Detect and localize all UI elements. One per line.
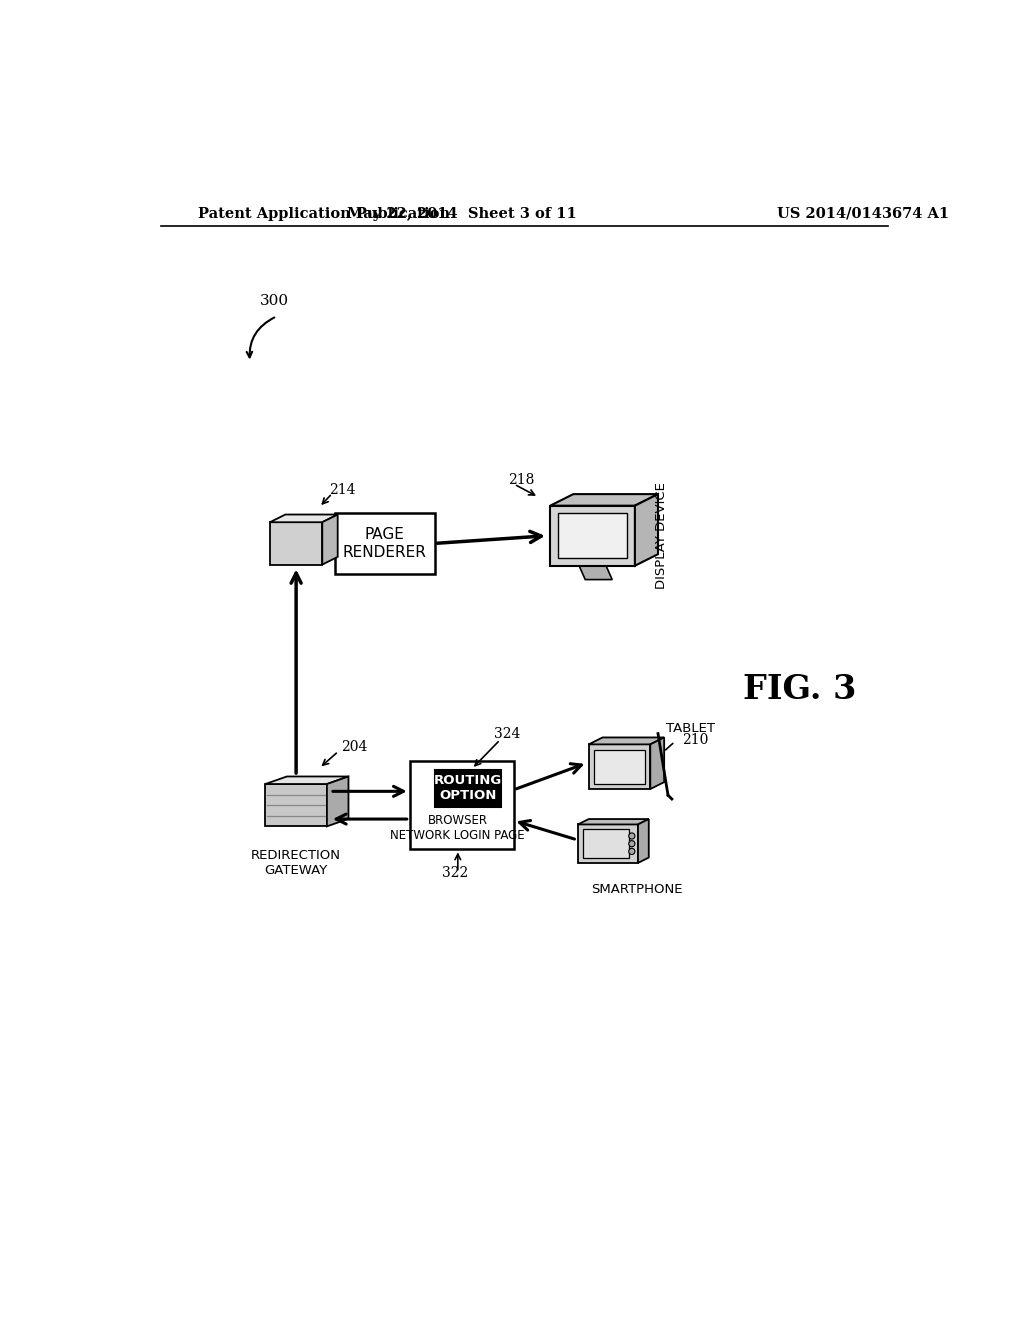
Text: 214: 214 xyxy=(330,483,355,496)
Text: BROWSER
NETWORK LOGIN PAGE: BROWSER NETWORK LOGIN PAGE xyxy=(390,814,525,842)
Circle shape xyxy=(629,841,635,847)
Polygon shape xyxy=(589,738,665,744)
Polygon shape xyxy=(550,506,635,566)
Text: 218: 218 xyxy=(508,474,535,487)
Bar xyxy=(335,512,435,574)
Text: TABLET: TABLET xyxy=(666,722,715,735)
Text: FIG. 3: FIG. 3 xyxy=(742,673,856,706)
Polygon shape xyxy=(270,515,338,523)
Text: DISPLAY DEVICE: DISPLAY DEVICE xyxy=(655,482,669,589)
Bar xyxy=(435,770,501,807)
Polygon shape xyxy=(578,825,638,863)
Polygon shape xyxy=(327,776,348,826)
Polygon shape xyxy=(550,494,658,506)
Text: May 22, 2014  Sheet 3 of 11: May 22, 2014 Sheet 3 of 11 xyxy=(347,207,577,220)
Polygon shape xyxy=(594,750,645,784)
Circle shape xyxy=(629,833,635,840)
Polygon shape xyxy=(558,513,628,558)
Text: 322: 322 xyxy=(442,866,469,880)
Polygon shape xyxy=(589,744,650,789)
Circle shape xyxy=(629,849,635,854)
Polygon shape xyxy=(578,818,649,825)
Text: 210: 210 xyxy=(682,733,709,747)
Text: US 2014/0143674 A1: US 2014/0143674 A1 xyxy=(777,207,949,220)
Polygon shape xyxy=(323,515,338,565)
Polygon shape xyxy=(650,738,665,789)
Text: 324: 324 xyxy=(494,727,520,742)
Text: PAGE
RENDERER: PAGE RENDERER xyxy=(343,527,427,560)
Polygon shape xyxy=(583,829,629,858)
Text: ROUTING
OPTION: ROUTING OPTION xyxy=(434,775,502,803)
Text: 204: 204 xyxy=(341,741,368,755)
Bar xyxy=(410,760,514,850)
Text: 300: 300 xyxy=(260,294,289,308)
Polygon shape xyxy=(270,523,323,565)
Polygon shape xyxy=(638,818,649,863)
Polygon shape xyxy=(265,784,327,826)
Text: Patent Application Publication: Patent Application Publication xyxy=(199,207,451,220)
Text: SMARTPHONE: SMARTPHONE xyxy=(591,883,683,896)
Polygon shape xyxy=(580,566,612,579)
Polygon shape xyxy=(265,776,348,784)
Text: REDIRECTION
GATEWAY: REDIRECTION GATEWAY xyxy=(251,849,341,876)
Polygon shape xyxy=(635,494,658,566)
